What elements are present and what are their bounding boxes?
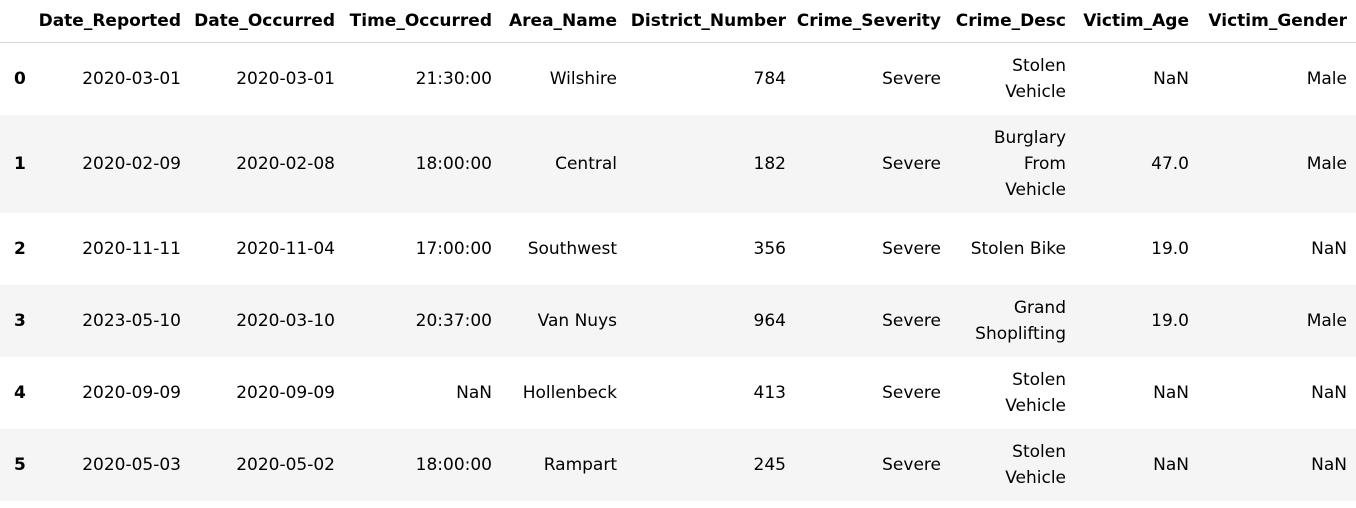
date-occurred-cell: 2020-11-04 <box>236 238 335 259</box>
district-number-cell: 784 <box>753 68 786 89</box>
victim-gender-cell: NaN <box>1311 238 1347 259</box>
table-row: 2 2020-11-11 2020-11-04 17:00:00 Southwe… <box>0 213 1356 285</box>
victim-gender-cell: NaN <box>1311 382 1347 403</box>
column-header-crime-severity: Crime_Severity <box>795 0 950 43</box>
date-occurred-cell: 2020-03-10 <box>236 310 335 331</box>
victim-age-cell: NaN <box>1153 68 1189 89</box>
crime-desc-cell: Burglary From Vehicle <box>993 127 1066 200</box>
column-header-time-occurred: Time_Occurred <box>344 0 501 43</box>
date-occurred-cell: 2020-05-02 <box>236 454 335 475</box>
table-row: 5 2020-05-03 2020-05-02 18:00:00 Rampart… <box>0 428 1356 501</box>
column-header-crime-desc: Crime_Desc <box>950 0 1075 43</box>
crime-desc-cell: Grand Shoplifting <box>975 297 1066 344</box>
date-occurred-cell: 2020-02-08 <box>236 153 335 174</box>
column-header-district-number: District_Number <box>626 0 795 43</box>
time-occurred-cell: 17:00:00 <box>415 238 492 259</box>
crime-severity-cell: Severe <box>882 382 941 403</box>
victim-gender-cell: Male <box>1306 153 1347 174</box>
column-header-victim-age: Victim_Age <box>1075 0 1198 43</box>
crime-severity-cell: Severe <box>882 68 941 89</box>
table-row: 0 2020-03-01 2020-03-01 21:30:00 Wilshir… <box>0 43 1356 115</box>
victim-age-cell: 19.0 <box>1151 238 1189 259</box>
time-occurred-cell: 18:00:00 <box>415 454 492 475</box>
victim-gender-cell: Male <box>1306 310 1347 331</box>
date-occurred-cell: 2020-09-09 <box>236 382 335 403</box>
date-reported-cell: 2020-11-11 <box>82 238 181 259</box>
district-number-cell: 964 <box>753 310 786 331</box>
crime-severity-cell: Severe <box>882 238 941 259</box>
index-header <box>0 0 34 43</box>
area-name-cell: Southwest <box>527 238 617 259</box>
victim-age-cell: 19.0 <box>1151 310 1189 331</box>
victim-gender-cell: Male <box>1306 68 1347 89</box>
column-header-date-occurred: Date_Occurred <box>190 0 344 43</box>
area-name-cell: Wilshire <box>549 68 617 89</box>
row-index: 2 <box>14 238 26 259</box>
date-reported-cell: 2020-05-03 <box>82 454 181 475</box>
crime-desc-cell: Stolen Vehicle <box>1005 55 1066 102</box>
victim-age-cell: NaN <box>1153 454 1189 475</box>
date-occurred-cell: 2020-03-01 <box>236 68 335 89</box>
table-row: 1 2020-02-09 2020-02-08 18:00:00 Central… <box>0 114 1356 213</box>
date-reported-cell: 2020-09-09 <box>82 382 181 403</box>
table-header: Date_Reported Date_Occurred Time_Occurre… <box>0 0 1356 43</box>
column-header-victim-gender: Victim_Gender <box>1198 0 1356 43</box>
area-name-cell: Hollenbeck <box>522 382 617 403</box>
crime-desc-cell: Stolen Bike <box>970 238 1066 259</box>
district-number-cell: 356 <box>753 238 786 259</box>
row-index: 3 <box>14 310 26 331</box>
time-occurred-cell: 21:30:00 <box>415 68 492 89</box>
table-body: 0 2020-03-01 2020-03-01 21:30:00 Wilshir… <box>0 43 1356 501</box>
district-number-cell: 182 <box>753 153 786 174</box>
district-number-cell: 413 <box>753 382 786 403</box>
row-index: 4 <box>14 382 26 403</box>
area-name-cell: Central <box>555 153 617 174</box>
table-row: 4 2020-09-09 2020-09-09 NaN Hollenbeck 4… <box>0 357 1356 429</box>
crime-desc-cell: Stolen Vehicle <box>1005 369 1066 416</box>
column-header-area-name: Area_Name <box>501 0 626 43</box>
date-reported-cell: 2020-02-09 <box>82 153 181 174</box>
crime-severity-cell: Severe <box>882 310 941 331</box>
time-occurred-cell: 18:00:00 <box>415 153 492 174</box>
district-number-cell: 245 <box>753 454 786 475</box>
row-index: 0 <box>14 68 26 89</box>
table-row: 3 2023-05-10 2020-03-10 20:37:00 Van Nuy… <box>0 284 1356 357</box>
row-index: 1 <box>14 153 26 174</box>
area-name-cell: Rampart <box>543 454 617 475</box>
victim-age-cell: NaN <box>1153 382 1189 403</box>
victim-gender-cell: NaN <box>1311 454 1347 475</box>
area-name-cell: Van Nuys <box>537 310 617 331</box>
crime-desc-cell: Stolen Vehicle <box>1005 441 1066 488</box>
column-header-date-reported: Date_Reported <box>34 0 190 43</box>
date-reported-cell: 2020-03-01 <box>82 68 181 89</box>
time-occurred-cell: NaN <box>456 382 492 403</box>
crime-severity-cell: Severe <box>882 454 941 475</box>
crime-severity-cell: Severe <box>882 153 941 174</box>
date-reported-cell: 2023-05-10 <box>82 310 181 331</box>
header-row: Date_Reported Date_Occurred Time_Occurre… <box>0 0 1356 43</box>
victim-age-cell: 47.0 <box>1151 153 1189 174</box>
row-index: 5 <box>14 454 26 475</box>
time-occurred-cell: 20:37:00 <box>415 310 492 331</box>
